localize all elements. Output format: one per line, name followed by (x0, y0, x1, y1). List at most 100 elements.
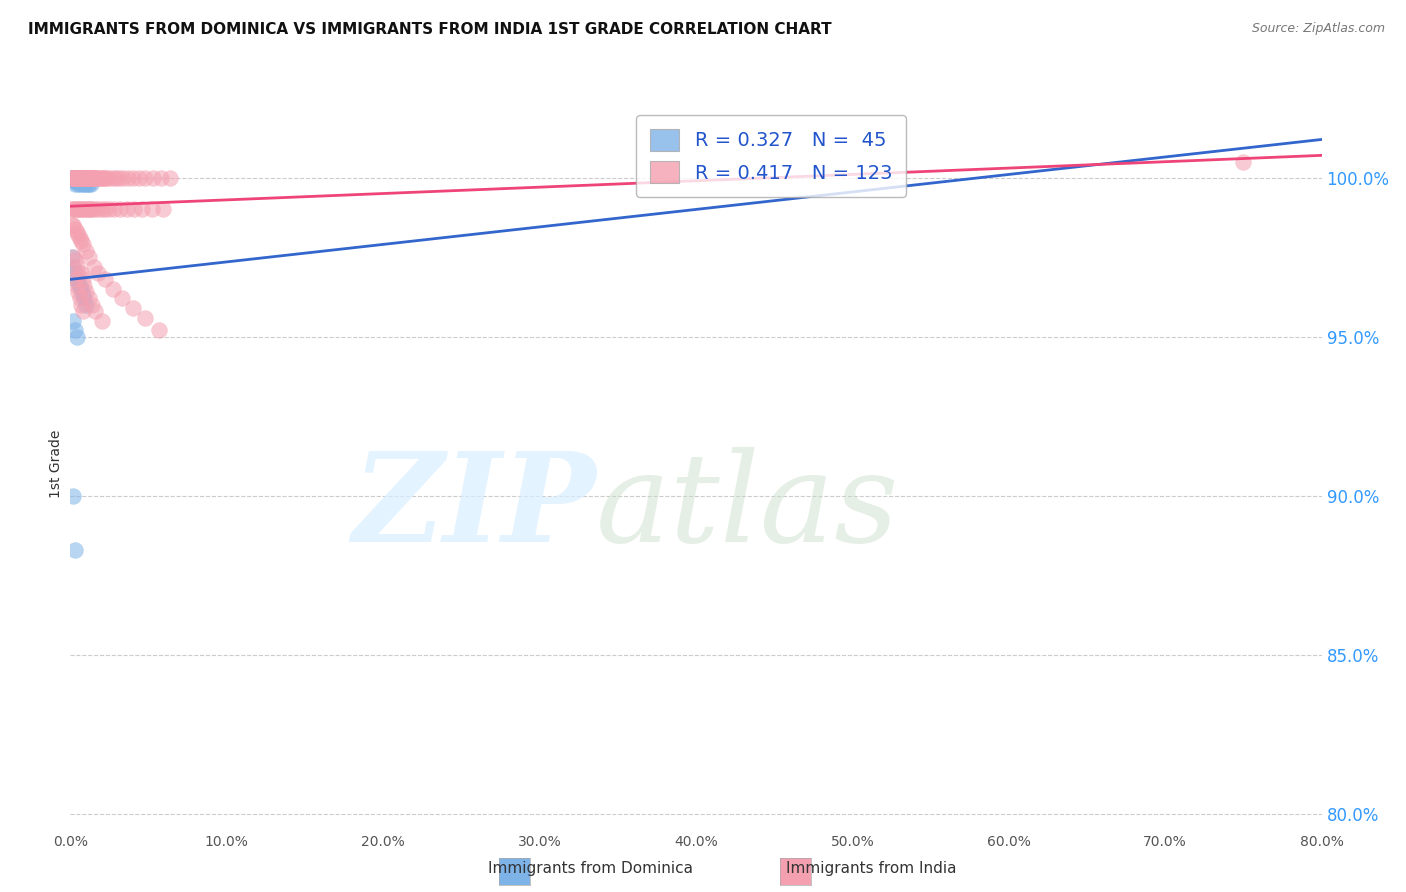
Point (117, 170, 139, 185)
Point (159, 170, 181, 185)
Point (70, 170, 93, 185)
Point (75, 285, 97, 299)
Point (75, 174, 97, 188)
Point (60, 170, 83, 185)
Point (65, 170, 87, 185)
Point (110, 202, 132, 217)
Point (63, 221, 86, 235)
Point (104, 170, 127, 185)
Point (65, 260, 87, 274)
Point (75, 244, 97, 258)
Point (124, 202, 146, 217)
Point (67, 227, 90, 242)
Point (65, 170, 87, 185)
Point (60, 219, 83, 233)
Point (101, 282, 124, 296)
Point (67, 170, 90, 185)
Point (79, 202, 101, 217)
Point (69, 170, 91, 185)
Point (75, 202, 97, 217)
Point (63, 170, 86, 185)
Point (141, 202, 163, 217)
Point (96, 170, 118, 185)
Point (69, 170, 91, 185)
Point (148, 323, 170, 337)
Point (82, 202, 104, 217)
Point (67, 202, 90, 217)
Point (62, 489, 84, 503)
Point (73, 177, 96, 191)
Point (75, 177, 97, 191)
Y-axis label: 1st Grade: 1st Grade (49, 430, 63, 498)
Point (65, 170, 87, 185)
Point (69, 202, 91, 217)
Point (62, 170, 84, 185)
Point (60, 170, 83, 185)
Point (93, 202, 115, 217)
Point (73, 170, 96, 185)
Point (62, 170, 84, 185)
Point (62, 170, 84, 185)
Point (72, 237, 94, 252)
Point (75, 170, 97, 185)
Point (69, 292, 91, 306)
Point (73, 174, 96, 188)
Point (93, 170, 115, 185)
Point (67, 276, 90, 290)
Point (73, 202, 96, 217)
Legend: R = 0.327   N =  45, R = 0.417   N = 123: R = 0.327 N = 45, R = 0.417 N = 123 (637, 115, 905, 197)
Point (77, 170, 100, 185)
Point (72, 202, 94, 217)
Point (73, 292, 96, 306)
Point (150, 170, 173, 185)
Point (63, 272, 86, 286)
Point (65, 202, 87, 217)
Point (98, 202, 121, 217)
Point (90, 314, 112, 328)
Point (90, 170, 112, 185)
Point (76, 170, 98, 185)
Point (73, 170, 96, 185)
Point (72, 170, 94, 185)
Point (101, 170, 124, 185)
Point (83, 170, 105, 185)
Point (67, 170, 90, 185)
Point (107, 170, 129, 185)
Text: IMMIGRANTS FROM DOMINICA VS IMMIGRANTS FROM INDIA 1ST GRADE CORRELATION CHART: IMMIGRANTS FROM DOMINICA VS IMMIGRANTS F… (28, 22, 832, 37)
Point (62, 260, 84, 274)
Point (134, 170, 156, 185)
Point (63, 174, 86, 188)
Point (62, 219, 84, 233)
Point (86, 170, 108, 185)
Point (72, 174, 94, 188)
Point (70, 202, 93, 217)
Point (84, 170, 107, 185)
Point (103, 202, 125, 217)
Point (128, 170, 150, 185)
Point (115, 202, 138, 217)
Point (72, 304, 94, 318)
Point (69, 231, 91, 245)
Point (87, 170, 110, 185)
Point (72, 170, 94, 185)
Text: Source: ZipAtlas.com: Source: ZipAtlas.com (1251, 22, 1385, 36)
Point (72, 177, 94, 191)
Point (122, 170, 145, 185)
Point (67, 266, 90, 280)
Text: ZIP: ZIP (352, 447, 596, 568)
Point (63, 202, 86, 217)
Point (1232, 154, 1254, 169)
Point (70, 170, 93, 185)
Point (70, 170, 93, 185)
Point (84, 304, 107, 318)
Point (83, 170, 105, 185)
Point (142, 170, 165, 185)
Point (62, 170, 84, 185)
Point (69, 170, 91, 185)
Point (69, 278, 91, 293)
Point (152, 202, 174, 217)
Point (63, 170, 86, 185)
Point (98, 170, 121, 185)
Point (77, 177, 100, 191)
Point (63, 253, 86, 268)
